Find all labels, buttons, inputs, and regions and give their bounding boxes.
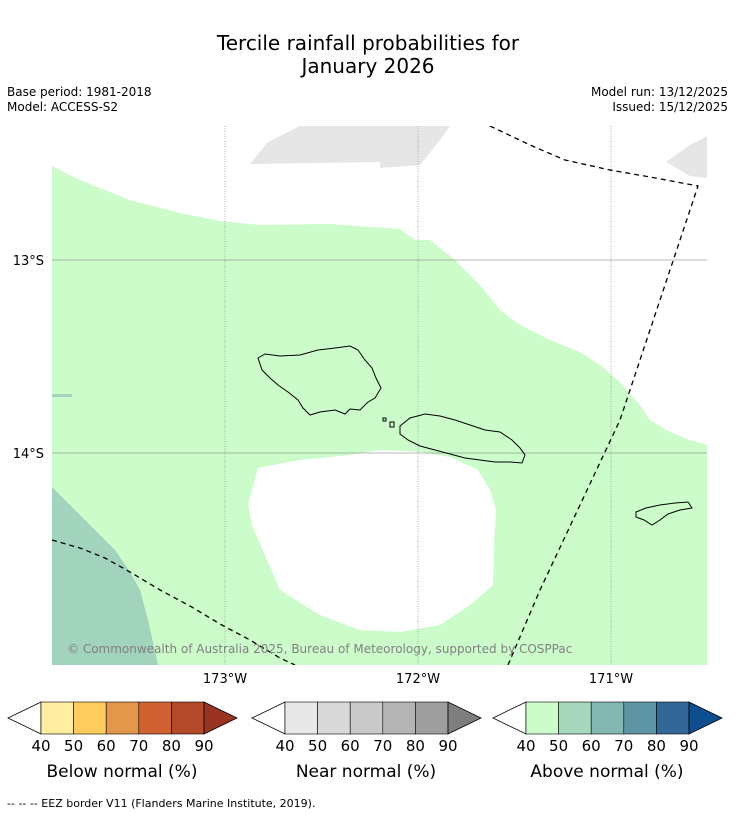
colorbar-above-tick-50: 50 — [549, 737, 568, 755]
colorbar-above-cell-5 — [656, 701, 690, 735]
colorbar-near-tick-50: 50 — [308, 737, 327, 755]
colorbar-near-tick-80: 80 — [406, 737, 425, 755]
eez-border-west — [52, 539, 296, 665]
tutuila-island-outline — [635, 501, 693, 526]
meta-left: Base period: 1981-2018 Model: ACCESS-S2 — [7, 85, 152, 115]
model-run: Model run: 13/12/2025 — [590, 85, 728, 99]
copyright-note: © Commonwealth of Australia 2025, Bureau… — [67, 642, 572, 656]
colorbar-above-tick-60: 60 — [582, 737, 601, 755]
lat-label-14s: 14°S — [13, 447, 44, 462]
small-islet-1 — [382, 417, 387, 422]
below-normal-colorbar-label: Below normal (%) — [46, 762, 198, 782]
colorbar-near-tick-90: 90 — [438, 737, 457, 755]
lon-label-173w: 173°W — [203, 672, 247, 687]
near-normal-region-2 — [666, 136, 707, 178]
colorbar-near-tick-40: 40 — [275, 737, 294, 755]
colorbar-below-tick-50: 50 — [64, 737, 83, 755]
colorbar-below-under-triangle — [7, 701, 42, 735]
colorbar-below-cell-4 — [138, 701, 172, 735]
colorbar-near-tick-70: 70 — [373, 737, 392, 755]
colorbar-near-cell-4 — [382, 701, 416, 735]
gridlines — [52, 126, 707, 665]
colorbar-below-tick-80: 80 — [162, 737, 181, 755]
colorbar-near-under-triangle — [251, 701, 286, 735]
lon-label-172w: 172°W — [396, 672, 440, 687]
colorbar-above-tick-90: 90 — [679, 737, 698, 755]
colorbar-below-tick-70: 70 — [129, 737, 148, 755]
small-grey-patch — [52, 394, 72, 397]
colorbar-near-tick-60: 60 — [341, 737, 360, 755]
colorbars: 40 50 60 70 80 90 40 50 60 70 80 90 40 50 60 70 80 90 — [7, 701, 723, 755]
small-islet-2 — [389, 421, 395, 428]
colorbar-above-over-triangle — [688, 701, 723, 735]
colorbar-above-cell-2 — [558, 701, 592, 735]
upolu-island-outline — [399, 413, 526, 464]
colorbar-below-cell-2 — [73, 701, 107, 735]
colorbar-near-cell-2 — [317, 701, 351, 735]
title-line-2: January 2026 — [301, 54, 435, 78]
above-normal-50-60-region — [52, 487, 158, 665]
colorbar-above-tick-40: 40 — [516, 737, 535, 755]
savaii-island-outline — [257, 345, 382, 416]
lon-label-171w: 171°W — [589, 672, 633, 687]
map-area: © Commonwealth of Australia 2025, Bureau… — [52, 126, 707, 665]
colorbar-above-tick-70: 70 — [614, 737, 633, 755]
colorbar-below-over-triangle — [203, 701, 238, 735]
colorbar-above-cell-4 — [623, 701, 657, 735]
above-normal-colorbar-label: Above normal (%) — [530, 762, 684, 782]
title-line-1: Tercile rainfall probabilities for — [216, 31, 520, 55]
colorbar-below-cell-3 — [105, 701, 140, 735]
colorbar-above-cell-3 — [590, 701, 625, 735]
base-period: Base period: 1981-2018 — [7, 85, 152, 99]
issued-date: Issued: 15/12/2025 — [612, 100, 728, 114]
colorbar-below-cell-1 — [40, 701, 74, 735]
colorbar-near-cell-5 — [415, 701, 449, 735]
colorbar-below-tick-40: 40 — [31, 737, 50, 755]
colorbar-below-tick-60: 60 — [97, 737, 116, 755]
colorbar-below-cell-5 — [171, 701, 205, 735]
colorbar-below-tick-90: 90 — [194, 737, 213, 755]
map-title: Tercile rainfall probabilities for Janua… — [0, 32, 736, 78]
lat-label-13s: 13°S — [13, 254, 44, 269]
colorbar-near-over-triangle — [447, 701, 482, 735]
eez-footer-note: -- -- -- EEZ border V11 (Flanders Marine… — [7, 797, 316, 810]
colorbar-above-under-triangle — [492, 701, 527, 735]
colorbar-near-cell-3 — [349, 701, 384, 735]
eez-border-east — [489, 126, 699, 665]
meta-right: Model run: 13/12/2025 Issued: 15/12/2025 — [591, 85, 728, 115]
colorbar-above-cell-1 — [525, 701, 559, 735]
near-normal-region-1 — [250, 126, 450, 168]
model-name: Model: ACCESS-S2 — [7, 100, 119, 114]
above-normal-40-50-region — [52, 166, 707, 665]
colorbar-above-tick-80: 80 — [647, 737, 666, 755]
near-normal-colorbar-label: Near normal (%) — [295, 762, 437, 782]
no-signal-region — [248, 450, 496, 632]
colorbar-near-cell-1 — [284, 701, 318, 735]
